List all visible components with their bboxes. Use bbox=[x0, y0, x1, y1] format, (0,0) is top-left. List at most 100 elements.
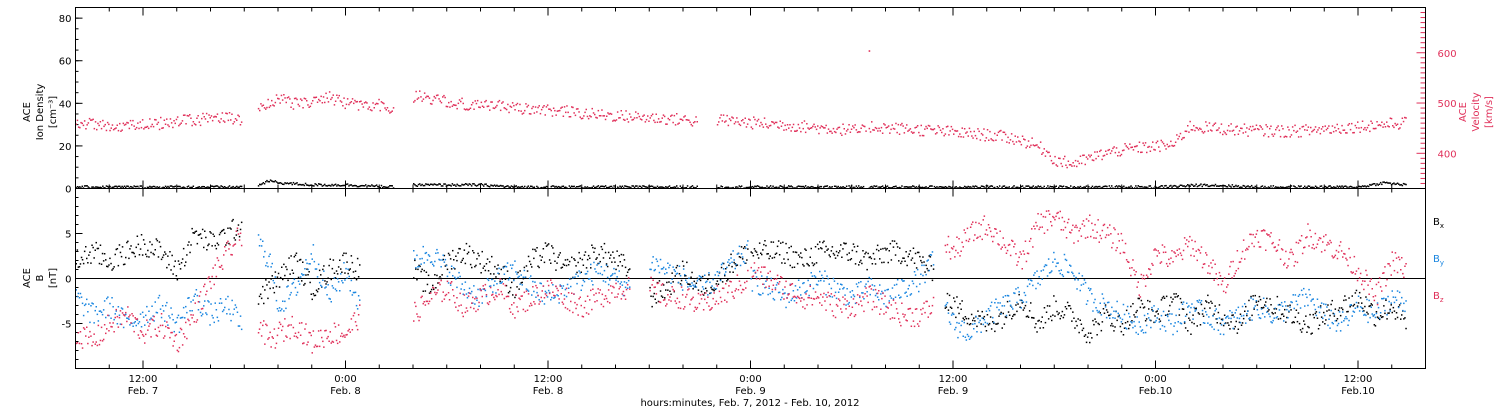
data-point bbox=[1136, 316, 1138, 318]
data-point bbox=[1399, 184, 1401, 186]
data-point bbox=[128, 316, 130, 318]
data-point bbox=[736, 253, 739, 255]
data-point bbox=[883, 123, 885, 125]
data-point bbox=[933, 185, 936, 188]
data-point bbox=[1084, 186, 1086, 188]
data-point bbox=[625, 185, 627, 188]
data-point bbox=[1018, 291, 1020, 293]
data-point bbox=[150, 186, 152, 188]
data-point bbox=[597, 288, 599, 290]
data-point bbox=[200, 237, 203, 239]
data-point bbox=[537, 265, 539, 267]
data-point bbox=[1171, 301, 1173, 303]
data-point bbox=[1045, 264, 1048, 267]
data-point bbox=[1295, 300, 1298, 302]
data-point bbox=[1036, 331, 1038, 333]
data-point bbox=[295, 97, 297, 99]
data-point bbox=[1194, 185, 1196, 187]
data-point bbox=[763, 283, 765, 285]
data-point bbox=[265, 279, 267, 281]
data-point bbox=[429, 290, 432, 293]
data-point bbox=[110, 262, 112, 265]
data-point bbox=[614, 261, 616, 263]
data-point bbox=[1222, 333, 1225, 336]
data-point bbox=[427, 302, 430, 305]
data-point bbox=[1052, 261, 1054, 263]
data-point bbox=[536, 185, 538, 188]
data-point bbox=[1292, 294, 1294, 296]
data-point bbox=[301, 273, 303, 275]
data-point bbox=[1165, 314, 1168, 316]
data-point bbox=[1323, 130, 1325, 132]
data-point bbox=[530, 263, 532, 266]
data-point bbox=[502, 101, 504, 103]
data-point bbox=[508, 111, 510, 114]
data-point bbox=[1013, 292, 1015, 294]
data-point bbox=[76, 249, 79, 251]
data-point bbox=[565, 186, 567, 188]
data-point bbox=[575, 307, 577, 310]
data-point bbox=[272, 104, 274, 106]
data-point bbox=[512, 294, 514, 296]
data-point bbox=[745, 247, 747, 250]
data-point bbox=[610, 254, 612, 256]
data-point bbox=[1269, 127, 1271, 130]
data-point bbox=[758, 294, 761, 296]
data-point bbox=[650, 115, 653, 117]
data-point bbox=[1090, 288, 1092, 290]
data-point bbox=[512, 264, 514, 266]
data-point bbox=[1197, 129, 1200, 131]
data-point bbox=[1347, 310, 1349, 313]
data-point bbox=[323, 270, 325, 272]
data-point bbox=[430, 261, 433, 263]
data-point bbox=[868, 276, 870, 279]
data-point bbox=[1288, 185, 1290, 188]
data-point bbox=[598, 262, 600, 265]
data-point bbox=[284, 274, 286, 277]
data-point bbox=[363, 185, 366, 187]
data-point bbox=[474, 184, 476, 186]
data-point bbox=[1187, 306, 1189, 308]
data-point bbox=[271, 180, 273, 182]
data-point bbox=[684, 275, 686, 277]
data-point bbox=[930, 254, 933, 256]
data-point bbox=[234, 304, 237, 306]
data-point bbox=[1039, 283, 1041, 286]
data-point bbox=[1084, 281, 1087, 284]
data-point bbox=[540, 108, 543, 111]
data-point bbox=[1120, 330, 1123, 333]
data-point bbox=[459, 275, 461, 278]
data-point bbox=[440, 279, 442, 282]
data-point bbox=[704, 274, 706, 276]
data-point bbox=[1258, 295, 1261, 298]
data-point bbox=[1085, 303, 1088, 305]
data-point bbox=[1166, 143, 1168, 146]
data-point bbox=[1353, 186, 1355, 189]
data-point bbox=[798, 185, 801, 188]
data-point bbox=[1091, 159, 1094, 161]
data-point bbox=[449, 282, 452, 284]
data-point bbox=[775, 186, 778, 188]
data-point bbox=[516, 273, 518, 275]
data-point bbox=[452, 249, 454, 252]
data-point bbox=[346, 183, 349, 185]
data-point bbox=[379, 109, 381, 112]
data-point bbox=[1098, 310, 1100, 313]
data-point bbox=[544, 186, 546, 189]
data-point bbox=[685, 119, 688, 121]
top-left-tick-label: 0 bbox=[65, 185, 71, 196]
data-point bbox=[220, 264, 223, 267]
data-point bbox=[811, 262, 814, 264]
data-point bbox=[76, 342, 79, 344]
data-point bbox=[149, 185, 151, 188]
data-point bbox=[85, 185, 87, 187]
data-point bbox=[1250, 297, 1252, 299]
data-point bbox=[343, 97, 345, 99]
data-point bbox=[936, 132, 938, 134]
data-point bbox=[1202, 183, 1205, 186]
data-point bbox=[1309, 313, 1311, 316]
data-point bbox=[628, 113, 631, 115]
data-point bbox=[429, 292, 432, 294]
data-point bbox=[699, 279, 702, 282]
data-point bbox=[931, 185, 933, 187]
